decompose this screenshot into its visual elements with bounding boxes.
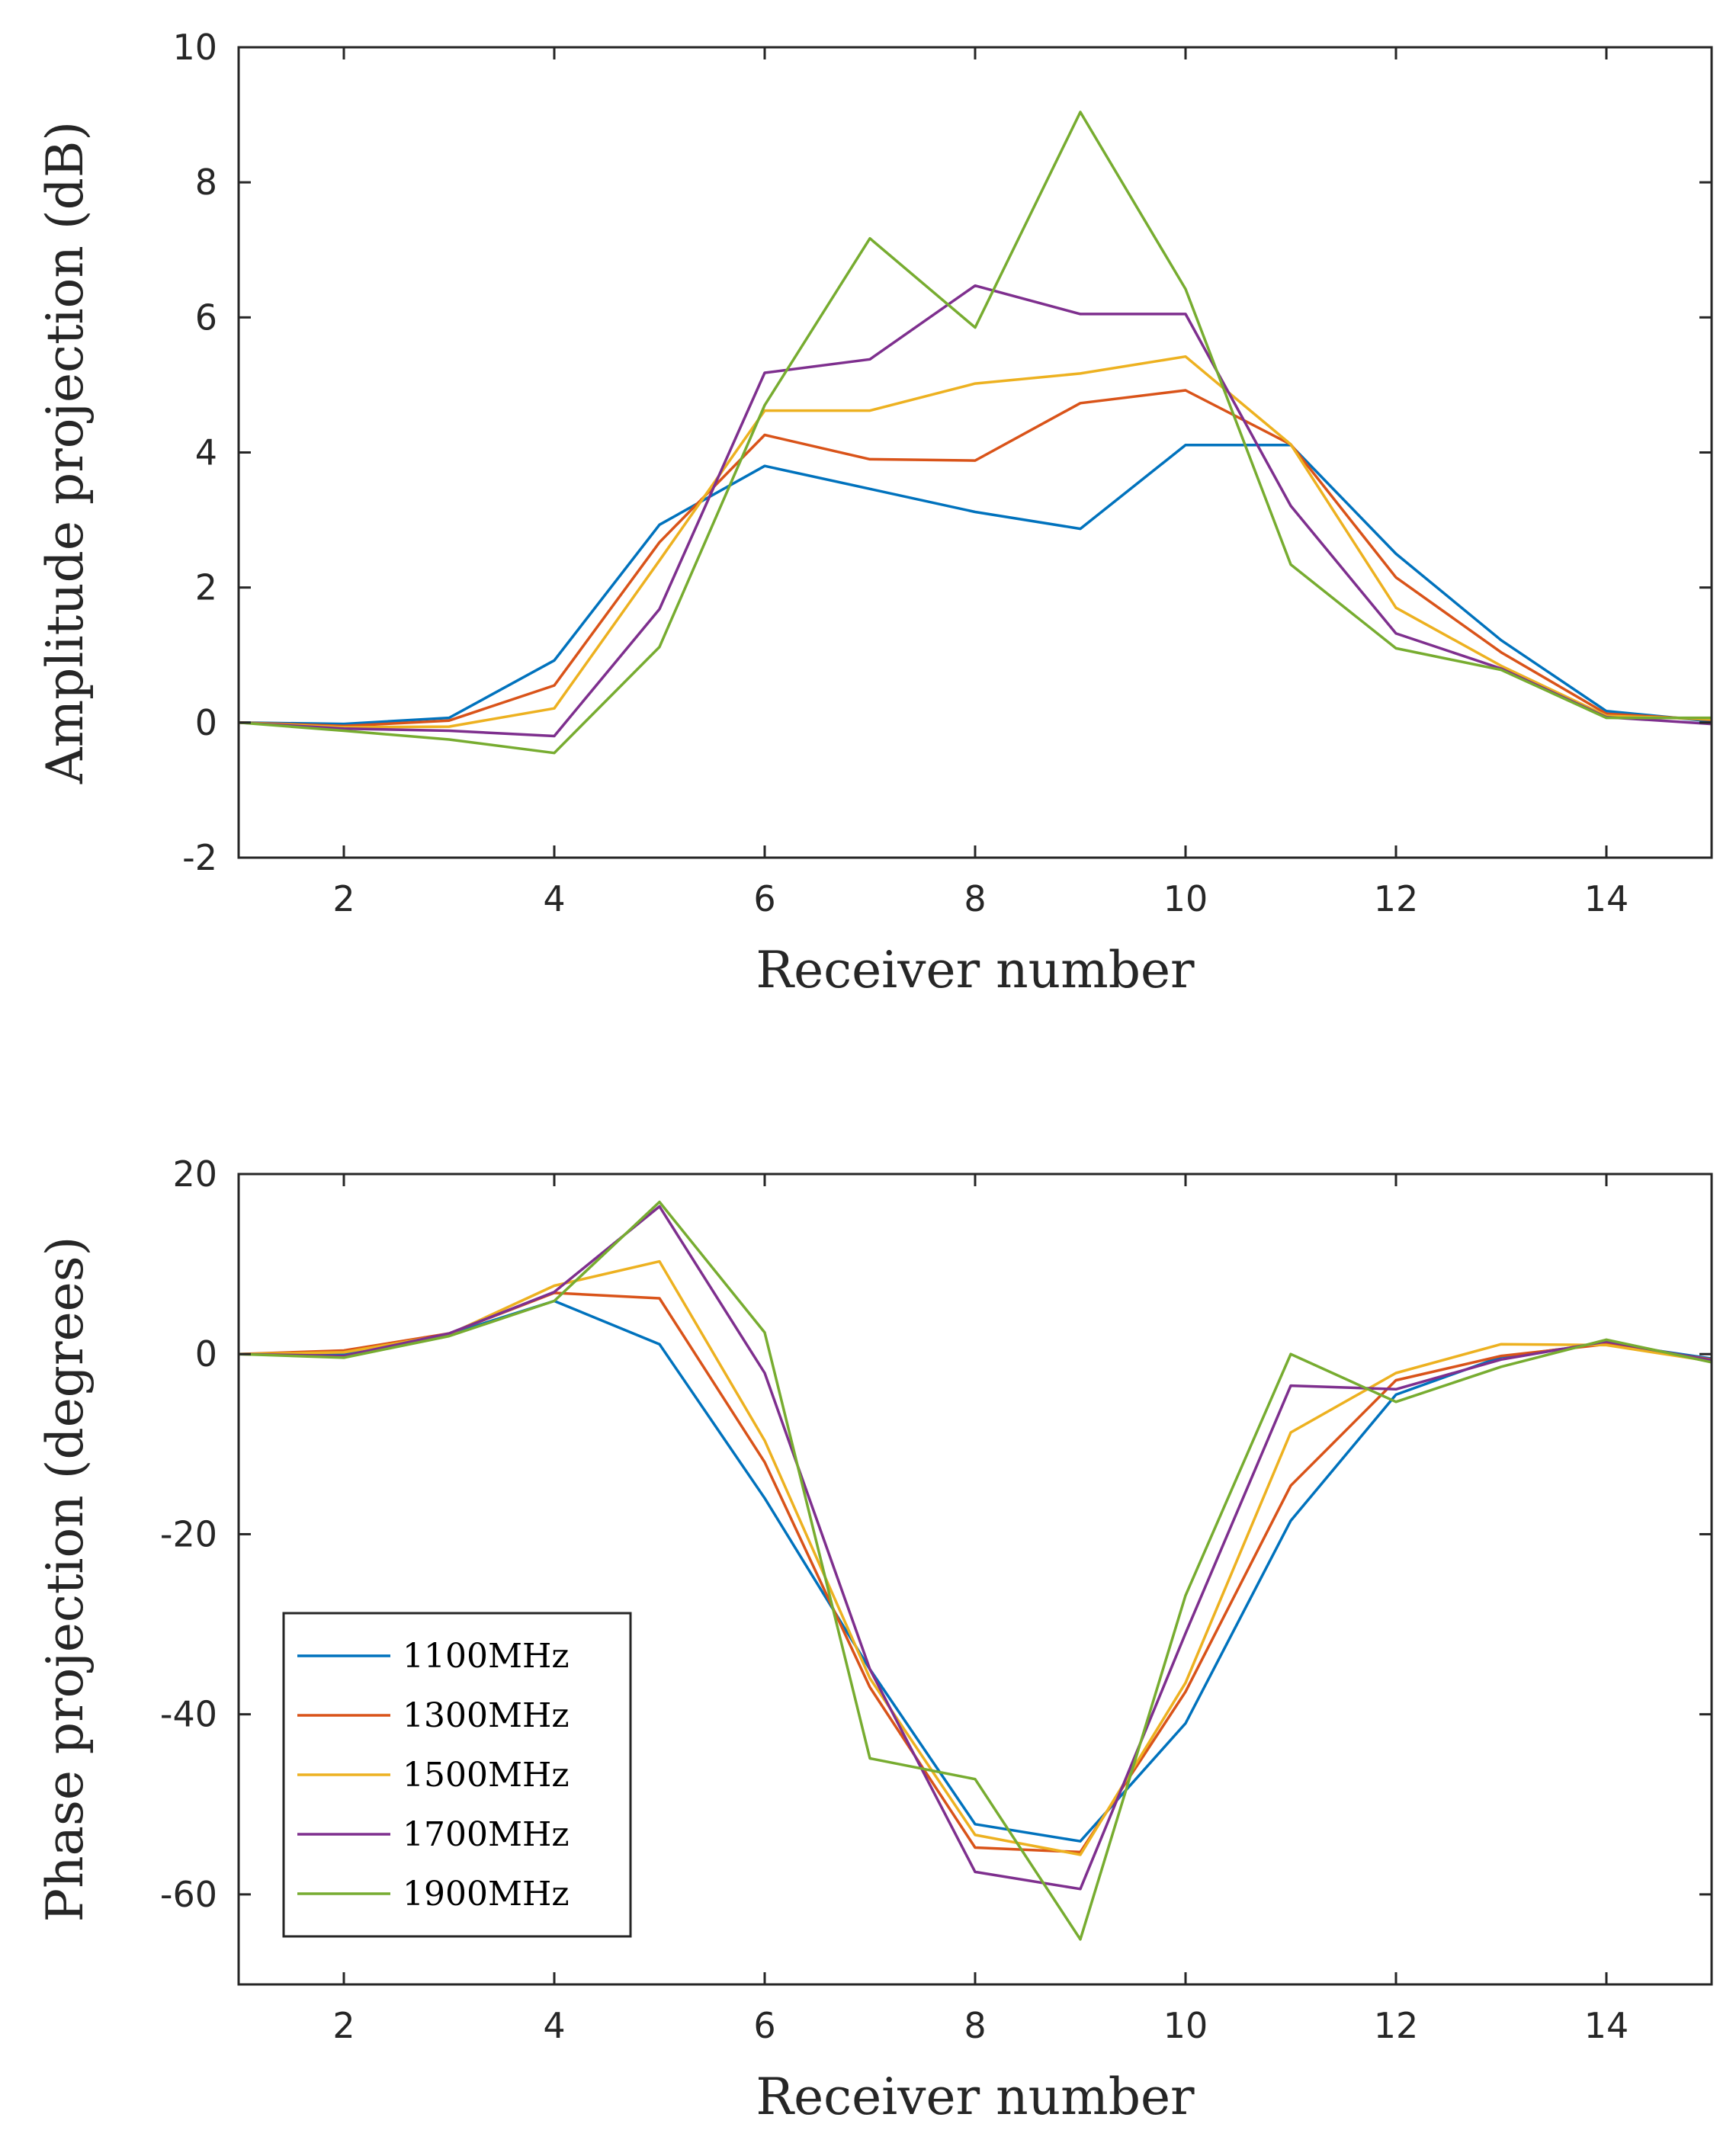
y-tick-label: 4 bbox=[195, 432, 217, 473]
y-tick-label: -40 bbox=[160, 1694, 217, 1735]
x-tick-label: 10 bbox=[1163, 878, 1208, 919]
y-tick-label: 0 bbox=[195, 702, 217, 743]
x-tick-label: 8 bbox=[964, 878, 986, 919]
x-tick-label: 14 bbox=[1584, 2005, 1629, 2046]
plot-frame bbox=[237, 46, 1713, 859]
x-tick-label: 6 bbox=[753, 878, 775, 919]
x-tick-label: 12 bbox=[1374, 2005, 1419, 2046]
x-axis-label: Receiver number bbox=[756, 941, 1195, 999]
legend-label: 1100MHz bbox=[403, 1637, 570, 1676]
x-tick-label: 4 bbox=[543, 2005, 565, 2046]
series-line-1500MHz bbox=[238, 1259, 1712, 1856]
y-tick-label: 10 bbox=[172, 27, 217, 68]
series-line-1100MHz bbox=[238, 444, 1712, 726]
x-tick-label: 14 bbox=[1584, 878, 1629, 919]
x-tick-label: 8 bbox=[964, 2005, 986, 2046]
y-tick-label: -2 bbox=[182, 837, 217, 878]
series-line-1700MHz bbox=[238, 1205, 1712, 1891]
series-line-1900MHz bbox=[238, 1200, 1712, 1941]
x-tick-label: 4 bbox=[543, 878, 565, 919]
y-tick-label: 20 bbox=[172, 1153, 217, 1195]
phase-chart: 2 4 6 8 10 12 14 -60 -40 -20 0 20 Receiver number P… bbox=[36, 1153, 1713, 2126]
y-tick-label: 6 bbox=[195, 297, 217, 338]
amplitude-chart: 2 4 6 8 10 12 14 -2 0 2 4 6 8 10 Receiver number Ampl… bbox=[36, 27, 1713, 999]
y-tick-label: -20 bbox=[160, 1513, 217, 1554]
series-line-1700MHz bbox=[238, 284, 1712, 738]
legend-label: 1700MHz bbox=[403, 1815, 570, 1854]
legend-label: 1300MHz bbox=[403, 1696, 570, 1735]
series-line-1300MHz bbox=[238, 389, 1712, 728]
x-tick-label: 2 bbox=[332, 878, 355, 919]
x-axis-label: Receiver number bbox=[756, 2068, 1195, 2126]
legend: 1100MHz 1300MHz 1500MHz 1700MHz 1900MHz bbox=[282, 1612, 632, 1938]
series-line-1500MHz bbox=[238, 354, 1712, 729]
legend-label: 1500MHz bbox=[403, 1756, 570, 1795]
x-tick-label: 6 bbox=[753, 2005, 775, 2046]
y-axis-label: Amplitude projection (dB) bbox=[36, 121, 95, 784]
y-tick-label: -60 bbox=[160, 1874, 217, 1915]
legend-label: 1900MHz bbox=[403, 1875, 570, 1914]
series-line-1900MHz bbox=[238, 111, 1712, 755]
x-tick-label: 10 bbox=[1163, 2005, 1208, 2046]
y-tick-label: 2 bbox=[195, 567, 217, 608]
y-axis-label: Phase projection (degrees) bbox=[36, 1237, 95, 1923]
x-tick-label: 12 bbox=[1374, 878, 1419, 919]
y-tick-label: 8 bbox=[195, 162, 217, 203]
y-tick-label: 0 bbox=[195, 1333, 217, 1375]
x-tick-label: 2 bbox=[332, 2005, 355, 2046]
